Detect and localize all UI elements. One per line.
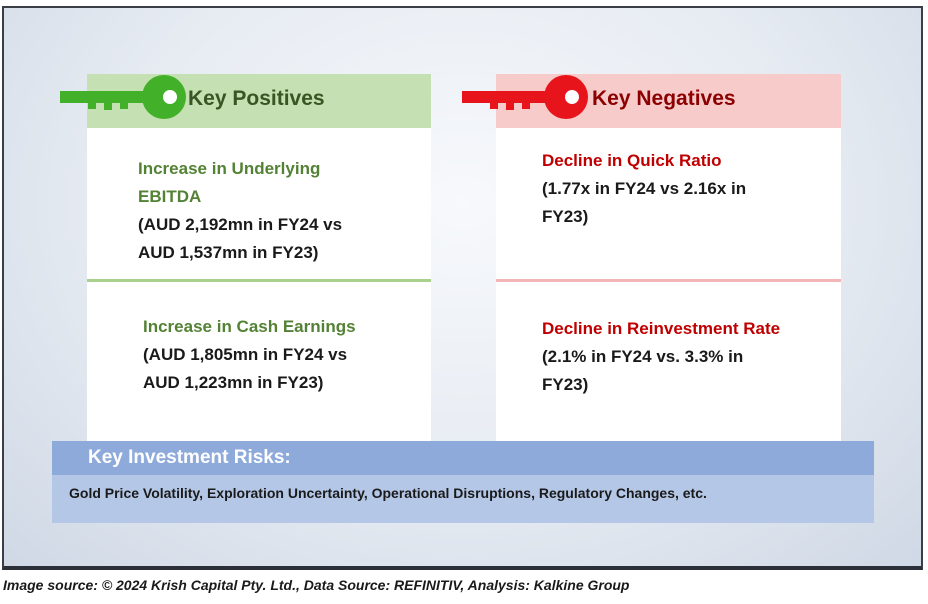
image-source-caption: Image source: © 2024 Krish Capital Pty. … — [3, 577, 630, 593]
positive-1-detail: (AUD 2,192mn in FY24 vs AUD 1,537mn in F… — [138, 211, 342, 267]
negative-1-detail-line2: FY23) — [542, 207, 589, 226]
positives-panel — [87, 128, 431, 441]
negative-2-heading: Decline in Reinvestment Rate — [542, 319, 781, 338]
positive-2-heading: Increase in Cash Earnings — [143, 317, 356, 336]
green-key-icon — [60, 75, 186, 119]
risks-header-bar — [52, 441, 874, 475]
positive-2-detail-line1: (AUD 1,805mn in FY24 vs — [143, 345, 348, 364]
negatives-title: Key Negatives — [592, 87, 736, 110]
positive-1-heading-line1: Increase in Underlying — [138, 159, 321, 178]
negatives-panel — [496, 128, 841, 441]
positive-1-heading: Increase in Underlying EBITDA — [138, 155, 320, 211]
positive-2-detail: (AUD 1,805mn in FY24 vs AUD 1,223mn in F… — [143, 341, 347, 397]
negative-2-detail-line1: (2.1% in FY24 vs. 3.3% in — [542, 347, 744, 366]
negative-1-detail-line1: (1.77x in FY24 vs 2.16x in — [542, 179, 747, 198]
risks-title: Key Investment Risks: — [88, 447, 291, 468]
positive-1-detail-line2: AUD 1,537mn in FY23) — [138, 243, 319, 262]
positives-divider — [87, 279, 431, 282]
negative-1-detail: (1.77x in FY24 vs 2.16x in FY23) — [542, 175, 746, 231]
negative-1-heading: Decline in Quick Ratio — [542, 151, 722, 170]
negatives-divider — [496, 279, 841, 282]
positive-1-heading-line2: EBITDA — [138, 187, 202, 206]
red-key-icon — [462, 75, 588, 119]
negative-2-detail-line2: FY23) — [542, 375, 589, 394]
positive-1-detail-line1: (AUD 2,192mn in FY24 vs — [138, 215, 343, 234]
negative-2-detail: (2.1% in FY24 vs. 3.3% in FY23) — [542, 343, 743, 399]
positives-title: Key Positives — [188, 87, 325, 110]
positive-2-detail-line2: AUD 1,223mn in FY23) — [143, 373, 324, 392]
risks-text: Gold Price Volatility, Exploration Uncer… — [69, 485, 707, 501]
risks-body — [52, 475, 874, 523]
